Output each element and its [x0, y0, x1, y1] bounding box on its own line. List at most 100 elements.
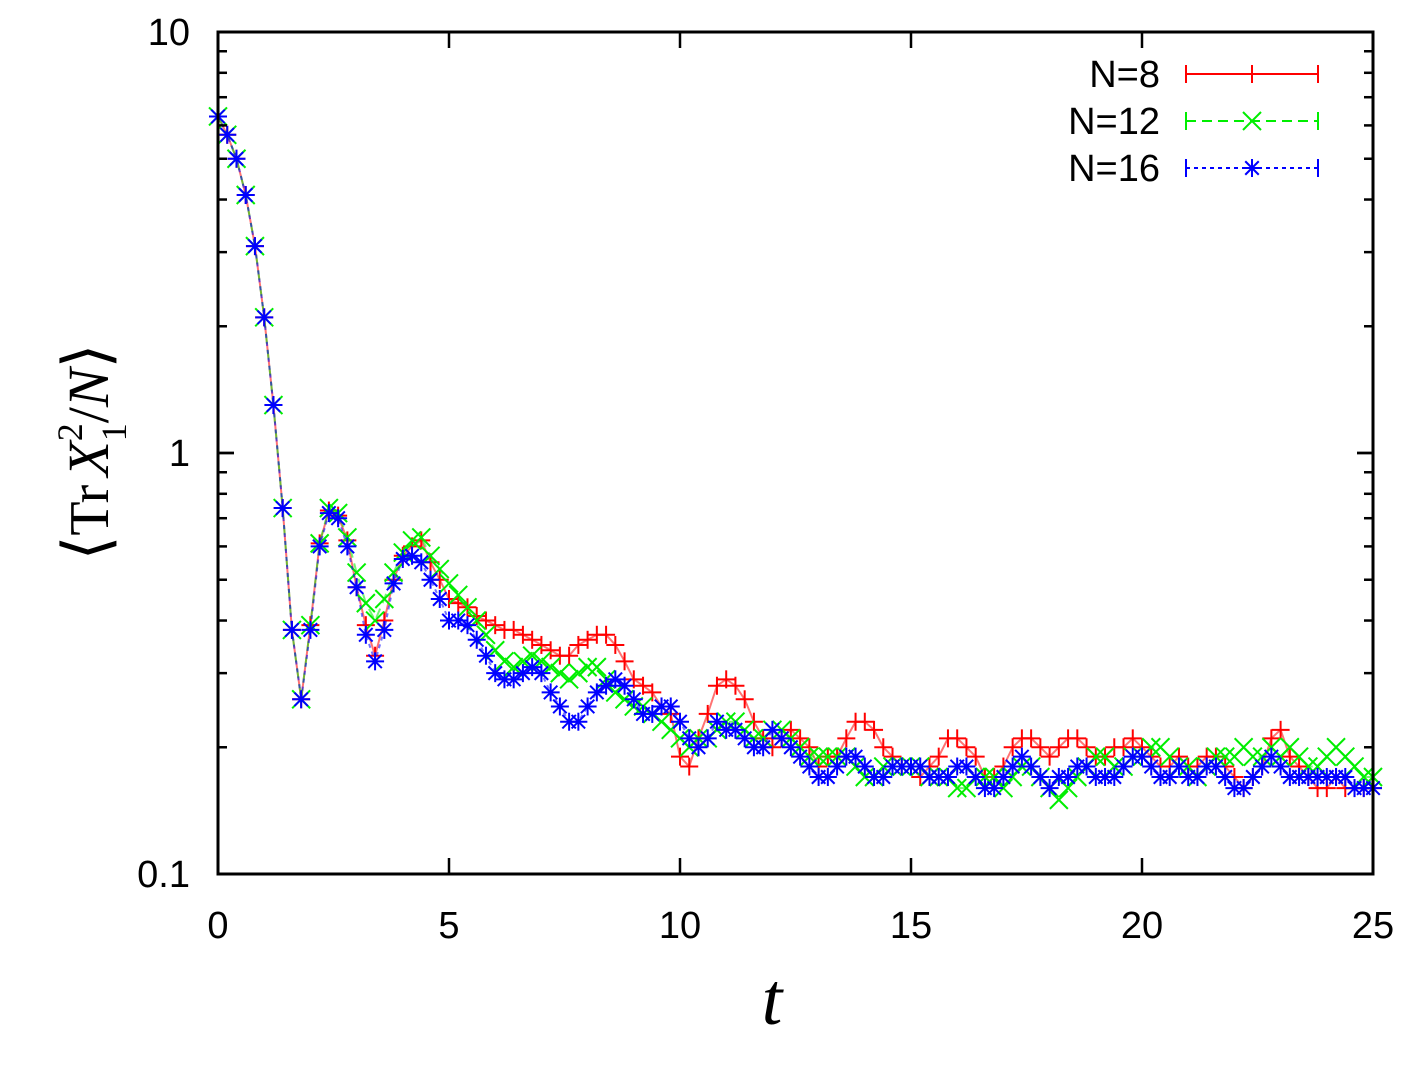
data-point [929, 747, 948, 766]
y-label-sub: 1 [94, 423, 134, 441]
data-point [494, 651, 515, 672]
data-point [865, 720, 884, 739]
data-point [366, 652, 385, 671]
axis-ticks [216, 30, 1375, 876]
data-point [698, 704, 717, 723]
data-point [384, 574, 403, 593]
data-point [707, 676, 726, 695]
data-point [578, 697, 597, 716]
data-point [726, 676, 745, 695]
data-point [597, 676, 616, 695]
data-point [346, 562, 367, 583]
data-point [948, 729, 967, 748]
data-point [587, 683, 606, 702]
y-tick-label: 0.1 [137, 854, 190, 896]
data-point [245, 237, 264, 256]
data-point [347, 578, 366, 597]
data-point [874, 738, 893, 757]
x-tick-label: 25 [1352, 905, 1394, 947]
data-point [550, 663, 570, 683]
data-point [504, 670, 523, 689]
data-point [624, 690, 643, 709]
data-point [956, 778, 977, 798]
data-point [615, 676, 634, 695]
data-point [227, 149, 246, 168]
data-layer [208, 106, 1383, 810]
data-point [1336, 767, 1355, 786]
data-point [799, 746, 820, 767]
data-point [569, 712, 588, 731]
data-point [301, 620, 320, 639]
data-point [1280, 747, 1299, 766]
data-point [329, 509, 348, 528]
data-point [800, 738, 819, 757]
x-tick-labels: 0 5 10 15 20 25 [207, 905, 1394, 947]
series-line [217, 116, 1373, 802]
x-tick-label: 10 [659, 905, 701, 947]
data-point [1031, 767, 1050, 786]
data-point [338, 537, 357, 556]
data-point [1234, 779, 1253, 798]
data-point [837, 729, 856, 748]
data-point [698, 729, 717, 748]
data-point [634, 676, 653, 695]
data-point [1114, 738, 1133, 757]
data-point [403, 546, 422, 565]
y-label-tr: Tr [59, 484, 121, 535]
data-point [1123, 729, 1142, 748]
data-point [1068, 729, 1087, 748]
data-point [966, 747, 985, 766]
data-point [947, 778, 967, 798]
data-point [957, 738, 976, 757]
data-point [273, 499, 292, 518]
data-point [1003, 757, 1022, 776]
data-point [292, 690, 311, 709]
data-point [643, 704, 662, 723]
data-point [411, 527, 431, 548]
data-point [791, 729, 810, 748]
data-point [467, 610, 487, 631]
data-point [568, 663, 589, 683]
data-point [282, 620, 301, 639]
data-point [236, 186, 255, 205]
legend: N=8 N=12 N=16 [1068, 54, 1319, 190]
y-tick-labels: 0.1 1 10 [137, 12, 190, 896]
data-point [578, 630, 597, 649]
data-point [486, 616, 505, 635]
data-point [994, 767, 1013, 786]
data-point [680, 729, 699, 748]
legend-label: N=8 [1089, 54, 1160, 96]
data-point [1012, 756, 1032, 777]
data-point [587, 657, 607, 677]
data-point [966, 767, 985, 786]
series-line [217, 116, 1373, 790]
data-point [855, 767, 875, 787]
data-point [486, 664, 505, 683]
data-point [606, 635, 625, 654]
legend-label: N=16 [1068, 148, 1160, 190]
data-point [1003, 738, 1022, 757]
data-point [550, 697, 569, 716]
y-label-n: N [56, 365, 121, 408]
y-label-x: X [56, 439, 121, 479]
data-point [457, 597, 478, 618]
data-point [624, 670, 643, 689]
data-point [1049, 738, 1068, 757]
data-point [569, 635, 588, 654]
data-point [577, 657, 598, 677]
y-label-sup: 2 [50, 423, 90, 441]
y-label-close-bracket: ⟩ [51, 343, 122, 368]
data-point [439, 573, 459, 594]
data-point [1022, 729, 1041, 748]
data-point [827, 746, 847, 767]
data-point [523, 630, 542, 649]
data-point [513, 625, 532, 644]
data-point [374, 589, 395, 609]
data-point [310, 537, 329, 556]
data-point [1040, 779, 1059, 798]
data-point [523, 658, 542, 677]
data-point [476, 611, 495, 630]
data-point [449, 611, 468, 630]
